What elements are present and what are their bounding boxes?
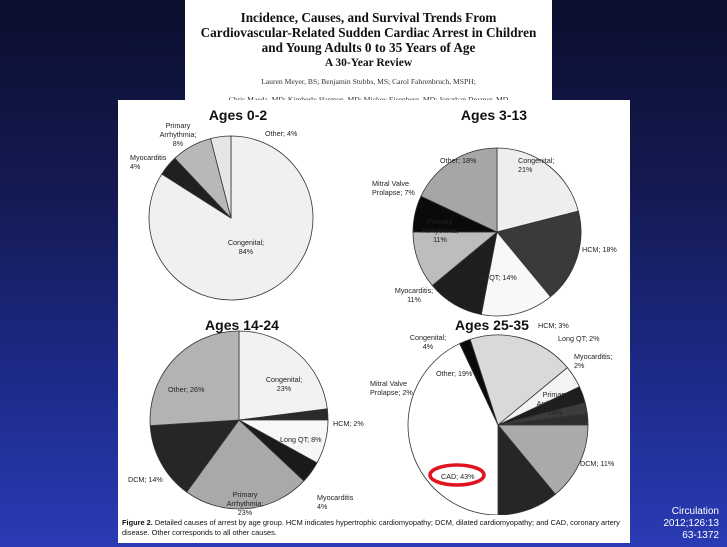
pie-label-ages-25-35-5: CAD; 43% <box>441 472 475 481</box>
paper-title-line-2: Cardiovascular-Related Sudden Cardiac Ar… <box>200 25 537 40</box>
pie-label-ages-25-35-8: Congenital; 4% <box>410 333 446 351</box>
figure-caption-text: Detailed causes of arrest by age group. … <box>122 518 620 537</box>
pie-slice-ages-3-13-congenital <box>496 147 579 233</box>
pie-label-ages-14-24-4: Primary Arrhythmia; 23% <box>227 490 264 515</box>
pie-slice-ages-14-24-congenital <box>238 330 328 421</box>
paper-title-line-3: and Young Adults 0 to 35 Years of Age <box>261 40 476 55</box>
cad-highlight-ellipse <box>428 463 486 487</box>
pie-title-ages-25-35: Ages 25-35 <box>455 317 529 333</box>
pie-label-ages-25-35-7: Other; 19% <box>436 369 473 378</box>
pie-slice-ages-25-35-primary-arrhythmia <box>497 424 589 495</box>
pie-label-ages-14-24-0: Congenital; 23% <box>266 375 302 393</box>
citation-line-3: 63-1372 <box>682 530 719 541</box>
pie-slice-ages-3-13-hcm <box>496 210 582 298</box>
pie-label-ages-0-2-2: Primary Arrhythmia; 8% <box>160 121 197 148</box>
pie-label-ages-25-35-4: DCM; 11% <box>580 459 615 468</box>
pie-slice-ages-14-24-primary-arrhythmia <box>186 419 305 510</box>
pie-label-ages-3-13-1: HCM; 18% <box>582 245 617 254</box>
pie-slice-ages-0-2-congenital <box>148 135 314 301</box>
pie-chart-ages-0-2: Ages 0-2 Congenital; 84% Myocarditis 4% Prima… <box>130 107 314 301</box>
pie-label-ages-14-24-2: Long QT; 8% <box>280 435 322 444</box>
paper-title-card: Incidence, Causes, and Survival Trends F… <box>185 0 552 104</box>
pie-label-ages-3-13-6: Other; 18% <box>440 156 477 165</box>
pie-chart-ages-14-24: Ages 14-24 Congenital; 23% HCM; 2% Long QT; … <box>128 317 364 515</box>
pie-title-ages-14-24: Ages 14-24 <box>205 317 279 333</box>
pie-label-ages-25-35-3: Primary Arrhythmia; 14% <box>537 390 574 417</box>
pie-slice-ages-3-13-other <box>420 147 498 233</box>
paper-authors-line-1: Lauren Meyer, BS; Benjamin Stubbs, MS; C… <box>261 77 476 86</box>
pie-slice-ages-25-35-other <box>469 334 568 426</box>
pie-slice-ages-14-24-dcm <box>149 419 240 493</box>
pie-label-ages-25-35-0: HCM; 3% <box>538 321 569 330</box>
citation-line-2: 2012;126:13 <box>663 518 719 529</box>
pie-title-ages-0-2: Ages 0-2 <box>209 107 268 123</box>
pie-slice-ages-25-35-congenital <box>497 367 580 426</box>
pie-label-ages-14-24-6: Other; 26% <box>168 385 205 394</box>
pie-label-ages-14-24-5: DCM; 14% <box>128 475 163 484</box>
pie-label-ages-3-13-5: Mitral Valve Prolapse; 7% <box>372 179 415 197</box>
paper-title-line-1: Incidence, Causes, and Survival Trends F… <box>240 10 497 25</box>
pie-label-ages-3-13-4: Primary Arrhythmia; 11% <box>422 217 459 244</box>
pie-label-ages-25-35-2: Myocarditis; 2% <box>574 352 612 370</box>
pie-label-ages-0-2-1: Myocarditis 4% <box>130 153 167 171</box>
pie-label-ages-3-13-2: Long QT; 14% <box>471 273 517 282</box>
paper-authors-line-2: Chris Maeda, MD; Kimberly Harmon, MD; Mi… <box>185 95 552 105</box>
figure-caption: Figure 2. Detailed causes of arrest by a… <box>122 518 627 538</box>
pie-label-ages-0-2-3: Other; 4% <box>265 129 298 138</box>
pie-slice-ages-3-13-long-qt <box>480 231 552 317</box>
pie-chart-ages-3-13: Ages 3-13 Congenital; 21% HCM; 18% Long QT; … <box>372 107 617 317</box>
pie-label-ages-25-35-6: Mitral Valve Prolapse; 2% <box>370 379 413 397</box>
pie-label-ages-3-13-0: Congenital; 21% <box>518 156 554 174</box>
pie-label-ages-14-24-3: Myocarditis 4% <box>317 493 354 511</box>
paper-subtitle: A 30-Year Review <box>324 57 413 69</box>
pie-slice-ages-0-2-other <box>210 135 232 219</box>
pie-slice-ages-14-24-other <box>149 330 240 427</box>
pie-label-ages-3-13-3: Myocarditis; 11% <box>395 286 433 304</box>
figure-caption-label: Figure 2. <box>122 518 153 527</box>
pie-chart-ages-25-35: Ages 25-35 HCM; 3% Long QT; 2% Myocarditis;… <box>370 317 615 515</box>
citation-line-1: Circulation <box>671 506 719 517</box>
figure-card: Ages 0-2 Congenital; 84% Myocarditis 4% Prima… <box>118 100 630 543</box>
pie-label-ages-14-24-1: HCM; 2% <box>333 419 364 428</box>
pie-label-ages-0-2-0: Congenital; 84% <box>228 238 264 256</box>
pie-title-ages-3-13: Ages 3-13 <box>461 107 527 123</box>
citation: Circulation 2012;126:13 63-1372 <box>639 506 719 542</box>
pie-charts: Ages 0-2 Congenital; 84% Myocarditis 4% Prima… <box>128 107 617 515</box>
pie-label-ages-25-35-1: Long QT; 2% <box>558 334 600 343</box>
